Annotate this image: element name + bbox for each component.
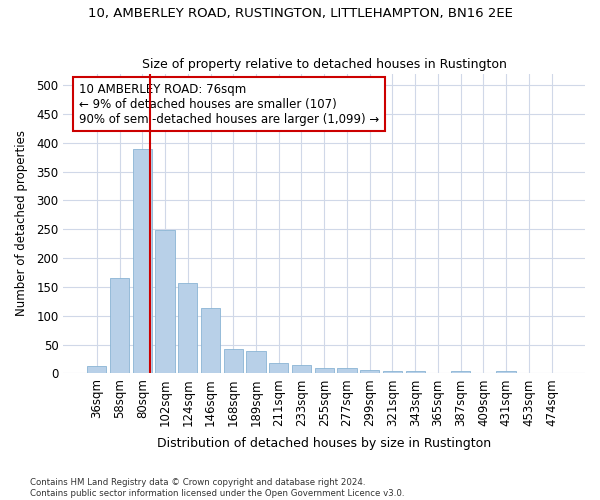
Bar [224,348,243,374]
Bar [269,363,289,374]
Text: 10 AMBERLEY ROAD: 76sqm
← 9% of detached houses are smaller (107)
90% of semi-de: 10 AMBERLEY ROAD: 76sqm ← 9% of detached… [79,82,379,126]
Bar [247,352,266,374]
Text: 10, AMBERLEY ROAD, RUSTINGTON, LITTLEHAMPTON, BN16 2EE: 10, AMBERLEY ROAD, RUSTINGTON, LITTLEHAM… [88,8,512,20]
Bar [496,370,516,374]
Bar [87,366,106,374]
Bar [383,371,402,374]
Bar [451,370,470,374]
Bar [406,371,425,374]
X-axis label: Distribution of detached houses by size in Rustington: Distribution of detached houses by size … [157,437,491,450]
Bar [178,283,197,374]
Title: Size of property relative to detached houses in Rustington: Size of property relative to detached ho… [142,58,506,71]
Bar [155,230,175,374]
Bar [360,370,379,374]
Bar [133,148,152,374]
Text: Contains HM Land Registry data © Crown copyright and database right 2024.
Contai: Contains HM Land Registry data © Crown c… [30,478,404,498]
Bar [201,308,220,374]
Y-axis label: Number of detached properties: Number of detached properties [15,130,28,316]
Bar [314,368,334,374]
Bar [337,368,356,374]
Bar [292,365,311,374]
Bar [110,278,129,374]
